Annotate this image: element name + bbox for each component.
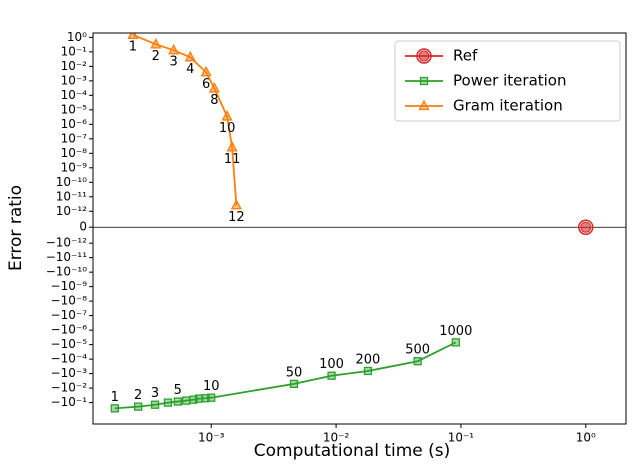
series-line: [114, 341, 457, 410]
marker: [413, 357, 422, 366]
marker: [327, 371, 336, 380]
marker-ring: [416, 48, 432, 64]
y-tick-label: 10⁻¹¹: [56, 189, 87, 203]
point-label: 50: [286, 365, 303, 380]
marker: [221, 110, 233, 121]
marker: [173, 397, 182, 406]
point-label: 3: [169, 55, 177, 70]
y-tick-label: −10⁻⁷: [51, 308, 88, 322]
marker: [189, 395, 198, 404]
marker: [363, 366, 373, 376]
marker: [150, 400, 160, 409]
marker: [226, 140, 238, 152]
marker: [416, 48, 432, 64]
y-tick-label: −10⁻¹⁰: [46, 265, 87, 279]
y-tick-label: −10⁻¹²: [46, 236, 87, 250]
point-label: 3: [151, 386, 159, 401]
x-tick-label: 10⁻²: [323, 431, 350, 445]
y-tick-label: −10⁻¹: [51, 395, 88, 409]
legend-label: Power iteration: [453, 72, 567, 90]
marker: [419, 76, 429, 86]
marker: [207, 393, 216, 402]
point-label: 11: [224, 152, 241, 167]
plot-area: [110, 33, 594, 413]
marker-dot: [580, 221, 592, 233]
y-tick-label: 10⁰: [67, 30, 87, 44]
y-tick-label: −10⁻²: [51, 381, 88, 395]
y-tick-label: 10⁻²: [61, 59, 88, 73]
point-label: 12: [228, 210, 245, 225]
marker: [168, 43, 180, 55]
marker: [184, 50, 196, 62]
marker: [208, 82, 220, 93]
point-label: 500: [405, 343, 430, 358]
point-label: 10: [219, 121, 236, 136]
y-tick-label: 10⁻⁸: [61, 146, 88, 160]
point-label: 100: [319, 357, 344, 372]
y-tick-label: −10⁻⁵: [51, 337, 88, 351]
marker: [127, 33, 139, 39]
y-tick-label: 10⁻³: [61, 73, 88, 87]
x-tick-label: 10⁻¹: [448, 431, 475, 445]
marker: [418, 99, 430, 111]
y-tick-label: 10⁻⁶: [61, 117, 88, 131]
y-tick-label: −10⁻³: [51, 366, 88, 380]
marker: [201, 394, 210, 403]
point-label: 1000: [439, 324, 472, 339]
point-label: 4: [186, 62, 194, 77]
y-tick-label: 0: [79, 220, 87, 234]
marker: [289, 379, 299, 389]
y-tick-label: 10⁻⁵: [61, 102, 88, 116]
y-tick-label: −10⁻¹¹: [46, 250, 87, 264]
plot-frame: [92, 32, 627, 425]
legend-label: Gram iteration: [453, 97, 563, 115]
y-tick-label: −10⁻⁹: [51, 279, 88, 293]
point-label: 2: [134, 388, 142, 403]
point-label: 1: [111, 390, 119, 405]
point-label: 1: [129, 39, 137, 54]
legend-label: Ref: [453, 47, 478, 65]
legend-box: [394, 40, 621, 122]
marker-dot: [418, 50, 430, 62]
marker: [578, 219, 594, 235]
marker: [163, 398, 173, 407]
marker: [134, 402, 143, 411]
point-label: 2: [152, 49, 160, 64]
point-label: 5: [174, 383, 182, 398]
marker: [110, 404, 119, 413]
y-tick-label: 10⁻⁴: [61, 88, 88, 102]
y-axis-label: Error ratio: [6, 185, 26, 271]
marker: [200, 65, 212, 77]
y-tick-label: −10⁻⁴: [51, 352, 88, 366]
x-tick-label: 10⁻³: [198, 431, 225, 445]
y-tick-label: 10⁻¹²: [56, 204, 87, 218]
marker: [451, 338, 460, 347]
y-tick-label: 10⁻⁹: [61, 160, 88, 174]
y-tick-label: 10⁻¹⁰: [56, 175, 87, 189]
marker-ring: [578, 219, 594, 235]
y-tick-label: −10⁻⁶: [51, 323, 88, 337]
point-label: 8: [210, 93, 218, 108]
point-label: 6: [202, 77, 210, 92]
x-axis-label: Computational time (s): [254, 441, 451, 461]
point-label: 200: [356, 352, 381, 367]
marker: [182, 396, 191, 405]
marker: [150, 37, 162, 49]
y-tick-label: −10⁻⁸: [51, 294, 88, 308]
y-tick-label: 10⁻⁷: [61, 131, 88, 145]
point-label: 10: [203, 379, 220, 394]
marker: [230, 198, 242, 210]
y-tick-label: 10⁻¹: [61, 44, 88, 58]
x-tick-label: 10⁰: [576, 431, 596, 445]
